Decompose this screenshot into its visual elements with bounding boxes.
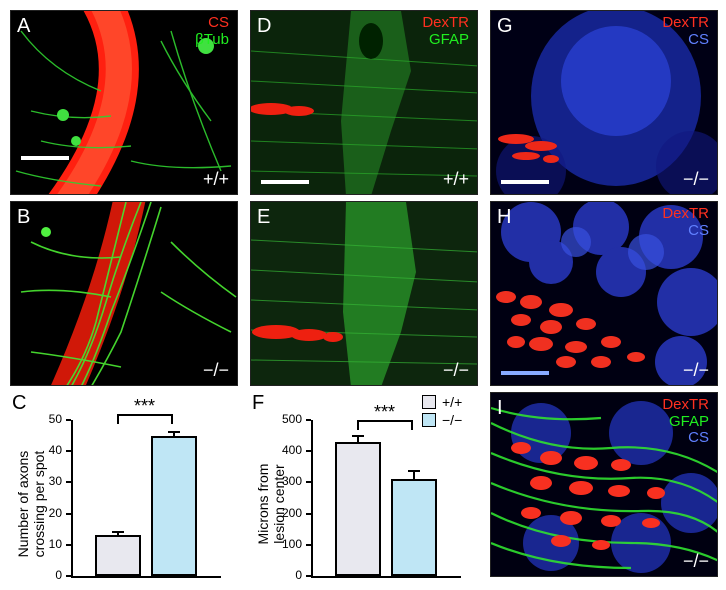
bar — [151, 436, 197, 576]
stain-labels: CS βTub — [195, 15, 229, 48]
stain-labels: DexTR GFAP — [422, 15, 469, 48]
genotype-label: −/− — [203, 360, 229, 381]
genotype-label: +/+ — [443, 169, 469, 190]
panel-A: A CS βTub +/+ — [10, 10, 238, 195]
chart-legend: +/+ −/− — [422, 394, 462, 430]
bar — [335, 442, 381, 576]
panel-letter: F — [252, 392, 264, 415]
scale-bar — [261, 180, 309, 184]
panel-letter: B — [17, 206, 30, 229]
panel-letter: D — [257, 15, 271, 38]
legend-item-ko: −/− — [422, 412, 462, 428]
genotype-label: −/− — [683, 360, 709, 381]
panel-G: G DexTR CS −/− — [490, 10, 718, 195]
scale-bar — [501, 371, 549, 375]
legend-label: +/+ — [442, 394, 462, 410]
scale-bar — [501, 180, 549, 184]
stain-labels: DexTR CS — [662, 15, 709, 48]
panel-letter: I — [497, 397, 503, 420]
figure-grid: A CS βTub +/+ D DexTR — [10, 10, 718, 590]
legend-swatch — [422, 413, 436, 427]
genotype-label: −/− — [443, 360, 469, 381]
panel-B: B −/− — [10, 201, 238, 386]
panel-letter: C — [12, 392, 26, 415]
stain-labels: DexTR CS — [662, 206, 709, 239]
micrograph-B — [11, 202, 238, 386]
genotype-label: +/+ — [203, 169, 229, 190]
legend-label: −/− — [442, 412, 462, 428]
panel-C-chart: C 01020304050***Number of axonscrossing … — [10, 392, 238, 590]
panel-D: D DexTR GFAP +/+ — [250, 10, 478, 195]
genotype-label: −/− — [683, 551, 709, 572]
bar — [95, 535, 141, 576]
panel-letter: A — [17, 15, 30, 38]
panel-E: E −/− — [250, 201, 478, 386]
stain-labels: DexTR GFAP CS — [662, 397, 709, 447]
legend-swatch — [422, 395, 436, 409]
panel-H: H DexTR CS −/− — [490, 201, 718, 386]
panel-letter: E — [257, 206, 270, 229]
scale-bar — [21, 156, 69, 160]
panel-letter: H — [497, 206, 511, 229]
micrograph-E — [251, 202, 478, 386]
bar — [391, 479, 437, 576]
panel-letter: G — [497, 15, 513, 38]
legend-item-wt: +/+ — [422, 394, 462, 410]
genotype-label: −/− — [683, 169, 709, 190]
panel-I: I DexTR GFAP CS −/− — [490, 392, 718, 577]
